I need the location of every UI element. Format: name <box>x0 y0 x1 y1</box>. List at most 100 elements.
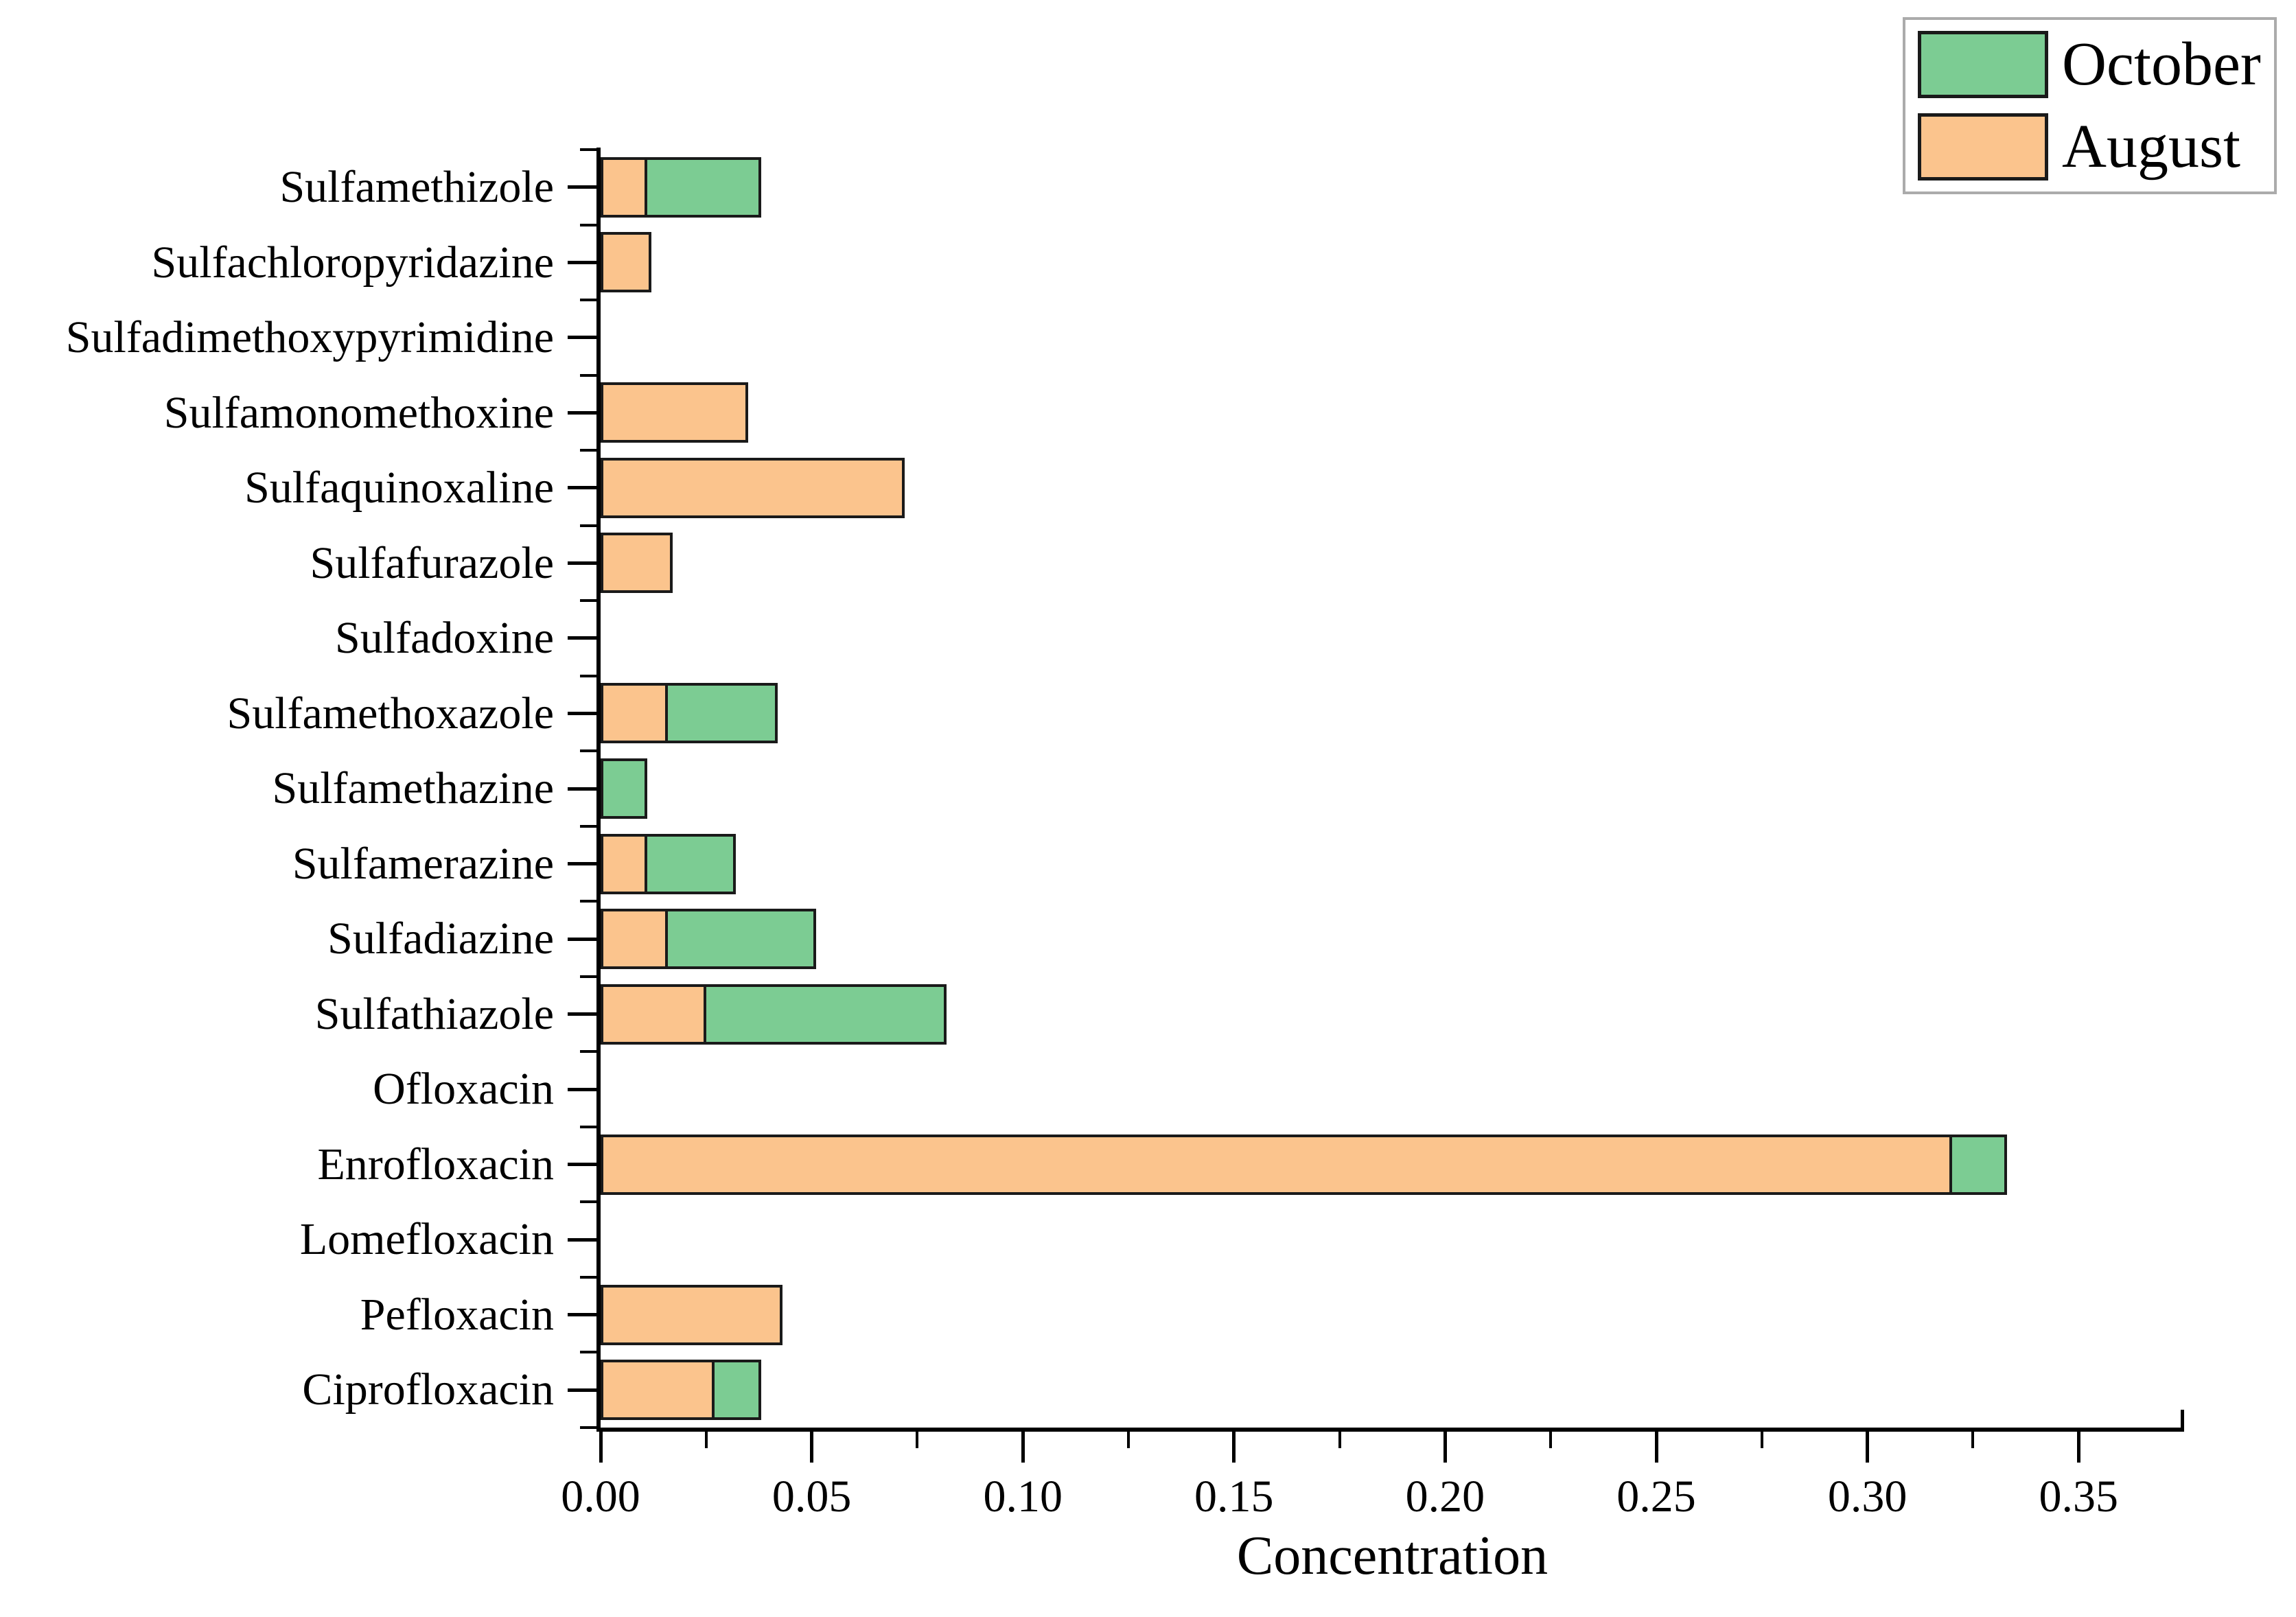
bar-segment-october <box>601 758 647 819</box>
x-axis-major-tick <box>1021 1432 1025 1463</box>
y-axis-minor-tick <box>580 674 596 677</box>
y-axis-category-label: Sulfaquinoxaline <box>244 463 554 513</box>
x-axis-minor-tick <box>1549 1432 1553 1448</box>
legend-item-october: October <box>1905 24 2274 106</box>
bar-segment-august <box>601 909 669 970</box>
x-axis-spine <box>596 1428 2184 1432</box>
y-axis-major-tick <box>568 1388 596 1392</box>
bar-segment-october <box>712 1360 761 1421</box>
y-axis-category-label: Sulfadoxine <box>335 613 554 664</box>
y-axis-major-tick <box>568 636 596 640</box>
y-axis-minor-tick <box>580 749 596 753</box>
x-axis-minor-tick <box>704 1432 708 1448</box>
bar-segment-august <box>601 833 647 894</box>
bar-segment-october <box>644 156 761 218</box>
y-axis-category-label: Sulfadimethoxypyrimidine <box>65 312 554 363</box>
y-axis-category-label: Sulfamethizole <box>279 162 554 212</box>
bar-segment-august <box>601 984 706 1045</box>
bar-segment-august <box>601 533 673 594</box>
x-axis-tick-label: 0.25 <box>1616 1471 1696 1522</box>
legend-label: August <box>2062 113 2241 181</box>
y-axis-major-tick <box>568 336 596 340</box>
x-axis-major-tick <box>810 1432 814 1463</box>
x-axis-tick-label: 0.10 <box>983 1471 1063 1522</box>
y-axis-minor-tick <box>580 223 596 226</box>
y-axis-minor-tick <box>580 1200 596 1204</box>
legend-box: October August <box>1903 17 2277 194</box>
x-axis-major-tick <box>1232 1432 1236 1463</box>
x-axis-tick-label: 0.35 <box>2039 1471 2118 1522</box>
y-axis-category-label: Lomefloxacin <box>299 1214 554 1265</box>
y-axis-minor-tick <box>580 1426 596 1429</box>
y-axis-category-label: Sulfafurazole <box>310 537 555 588</box>
bar-segment-august <box>601 382 749 443</box>
legend-swatch-october <box>1918 31 2048 98</box>
x-axis-tick-label: 0.15 <box>1194 1471 1274 1522</box>
y-axis-category-label: Sulfamethoxazole <box>227 688 554 738</box>
y-axis-minor-tick <box>580 449 596 452</box>
bar-segment-august <box>601 1360 715 1421</box>
y-axis-major-tick <box>568 711 596 715</box>
y-axis-category-label: Sulfachloropyridazine <box>151 237 554 288</box>
x-axis-major-tick <box>2076 1432 2080 1463</box>
y-axis-category-label: Sulfamerazine <box>292 838 554 889</box>
y-axis-minor-tick <box>580 299 596 302</box>
legend-label: October <box>2062 30 2261 98</box>
x-axis-tick-label: 0.00 <box>561 1471 640 1522</box>
y-axis-major-tick <box>568 410 596 415</box>
bar-segment-august <box>601 1134 1952 1195</box>
y-axis-category-label: Ciprofloxacin <box>302 1364 554 1415</box>
x-axis-tick-label: 0.20 <box>1405 1471 1485 1522</box>
y-axis-major-tick <box>568 862 596 866</box>
y-axis-minor-tick <box>580 524 596 527</box>
bar-segment-october <box>1949 1134 2007 1195</box>
y-axis-minor-tick <box>580 900 596 903</box>
y-axis-minor-tick <box>580 1125 596 1128</box>
x-axis-tick-label: 0.30 <box>1827 1471 1907 1522</box>
y-axis-category-label: Sulfathiazole <box>314 988 554 1039</box>
x-axis-major-tick <box>1443 1432 1447 1463</box>
bar-segment-october <box>703 984 947 1045</box>
bar-segment-august <box>601 1284 782 1345</box>
x-axis-minor-tick <box>1971 1432 1975 1448</box>
y-axis-minor-tick <box>580 148 596 151</box>
y-axis-spine <box>596 148 601 1430</box>
y-axis-minor-tick <box>580 1050 596 1054</box>
y-axis-major-tick <box>568 787 596 791</box>
x-axis-tick-label: 0.05 <box>772 1471 852 1522</box>
x-axis-minor-tick <box>1338 1432 1341 1448</box>
x-axis-major-tick <box>599 1432 603 1463</box>
x-axis-major-tick <box>1866 1432 1870 1463</box>
bar-segment-august <box>601 457 905 518</box>
y-axis-major-tick <box>568 1163 596 1167</box>
y-axis-category-label: Sulfamonomethoxine <box>163 387 554 438</box>
y-axis-major-tick <box>568 260 596 264</box>
x-axis-minor-tick <box>1760 1432 1763 1448</box>
y-axis-category-label: Sulfamethazine <box>272 763 554 814</box>
x-axis-minor-tick <box>1127 1432 1130 1448</box>
legend-item-august: August <box>1905 106 2274 189</box>
bar-segment-october <box>665 909 816 970</box>
y-axis-minor-tick <box>580 373 596 377</box>
x-axis-minor-tick <box>916 1432 919 1448</box>
y-axis-major-tick <box>568 1012 596 1016</box>
y-axis-category-label: Ofloxacin <box>373 1064 554 1115</box>
y-axis-major-tick <box>568 937 596 941</box>
y-axis-minor-tick <box>580 975 596 978</box>
y-axis-minor-tick <box>580 599 596 603</box>
y-axis-category-label: Enrofloxacin <box>317 1139 554 1189</box>
y-axis-major-tick <box>568 561 596 565</box>
y-axis-minor-tick <box>580 1351 596 1354</box>
x-axis-end-tick <box>2181 1410 2184 1428</box>
y-axis-major-tick <box>568 185 596 189</box>
x-axis-title: Concentration <box>1236 1526 1549 1586</box>
y-axis-major-tick <box>568 1313 596 1317</box>
y-axis-minor-tick <box>580 1275 596 1279</box>
y-axis-minor-tick <box>580 824 596 828</box>
bar-segment-august <box>601 156 647 218</box>
bar-segment-october <box>644 833 736 894</box>
y-axis-category-label: Pefloxacin <box>360 1289 554 1340</box>
y-axis-category-label: Sulfadiazine <box>327 914 554 964</box>
y-axis-major-tick <box>568 1087 596 1091</box>
